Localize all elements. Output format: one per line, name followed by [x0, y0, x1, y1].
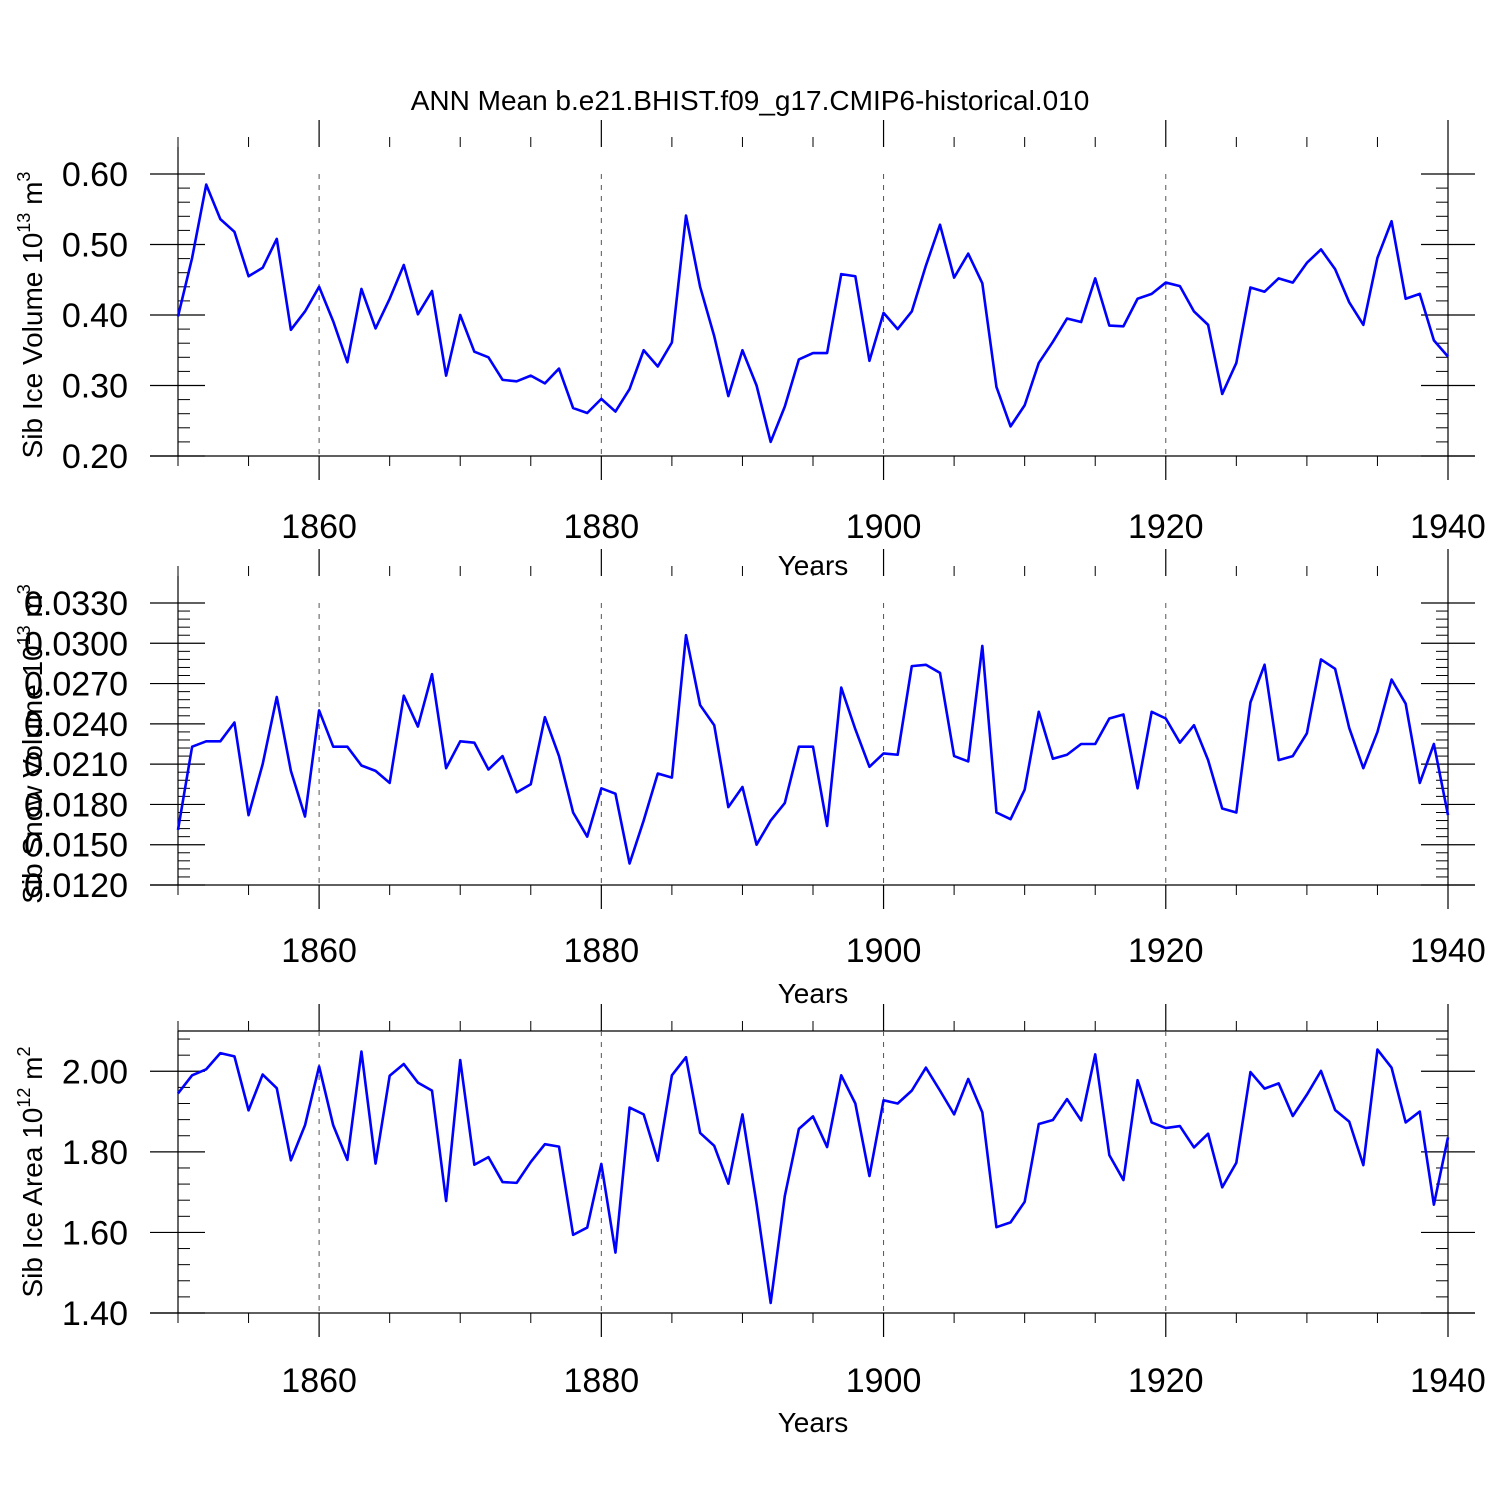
- x-tick-label: 1900: [846, 1362, 922, 1400]
- x-tick-label: 1860: [281, 508, 357, 546]
- y-tick-label: 1.40: [62, 1295, 128, 1333]
- y-tick-label: 0.0330: [24, 585, 128, 623]
- y-tick-label: 0.30: [62, 368, 128, 406]
- x-axis-label: Years: [778, 550, 849, 581]
- y-tick-label: 0.20: [62, 438, 128, 476]
- y-tick-label: 0.60: [62, 156, 128, 194]
- y-tick-label: 0.0120: [24, 867, 128, 905]
- y-tick-label: 0.0240: [24, 706, 128, 744]
- y-tick-label: 1.80: [62, 1134, 128, 1172]
- x-tick-label: 1940: [1410, 508, 1486, 546]
- y-tick-label: 0.40: [62, 297, 128, 335]
- y-axis-label: Sib Snow Volume 1013 m3: [14, 584, 48, 904]
- x-tick-label: 1920: [1128, 932, 1204, 970]
- x-tick-label: 1940: [1410, 1362, 1486, 1400]
- y-tick-label: 0.0210: [24, 746, 128, 784]
- x-tick-label: 1880: [564, 508, 640, 546]
- y-tick-label: 0.0300: [24, 625, 128, 663]
- series-line: [176, 633, 1450, 865]
- x-tick-label: 1880: [564, 932, 640, 970]
- x-tick-label: 1920: [1128, 508, 1204, 546]
- panels-group: 1860 1880 1900 1920 1940 0.20 0.30 0.40 0.50 0.60…: [14, 120, 1486, 1438]
- series-line: [176, 183, 1449, 444]
- x-tick-label: 1920: [1128, 1362, 1204, 1400]
- x-tick-label: 1900: [846, 508, 922, 546]
- x-axis-label: Years: [778, 1407, 849, 1438]
- chart-title: ANN Mean b.e21.BHIST.f09_g17.CMIP6-histo…: [411, 85, 1090, 116]
- panel-2: 1860 1880 1900 1920 19400.01200.01500.01800.…: [14, 549, 1486, 1009]
- x-tick-label: 1860: [281, 932, 357, 970]
- y-tick-label: 0.50: [62, 227, 128, 265]
- x-tick-label: 1880: [564, 1362, 640, 1400]
- panel-3: 1860 1880 1900 1920 1940 1.40 1.60 1.80 2.00 Year…: [14, 1004, 1486, 1438]
- x-tick-label: 1860: [281, 1362, 357, 1400]
- y-axis-label: Sib Ice Area 1012 m2: [14, 1046, 48, 1297]
- y-tick-label: 0.0150: [24, 827, 128, 865]
- y-tick-label: 0.0270: [24, 666, 128, 704]
- y-tick-label: 1.60: [62, 1214, 128, 1252]
- x-tick-label: 1940: [1410, 932, 1486, 970]
- y-tick-label: 2.00: [62, 1053, 128, 1091]
- y-axis-label: Sib Ice Volume 1013 m3: [14, 172, 48, 459]
- y-tick-label: 0.0180: [24, 786, 128, 824]
- panel-1: 1860 1880 1900 1920 1940 0.20 0.30 0.40 0.50 0.60…: [14, 120, 1486, 581]
- series-line: [176, 1048, 1450, 1305]
- x-axis-label: Years: [778, 978, 849, 1009]
- x-tick-label: 1900: [846, 932, 922, 970]
